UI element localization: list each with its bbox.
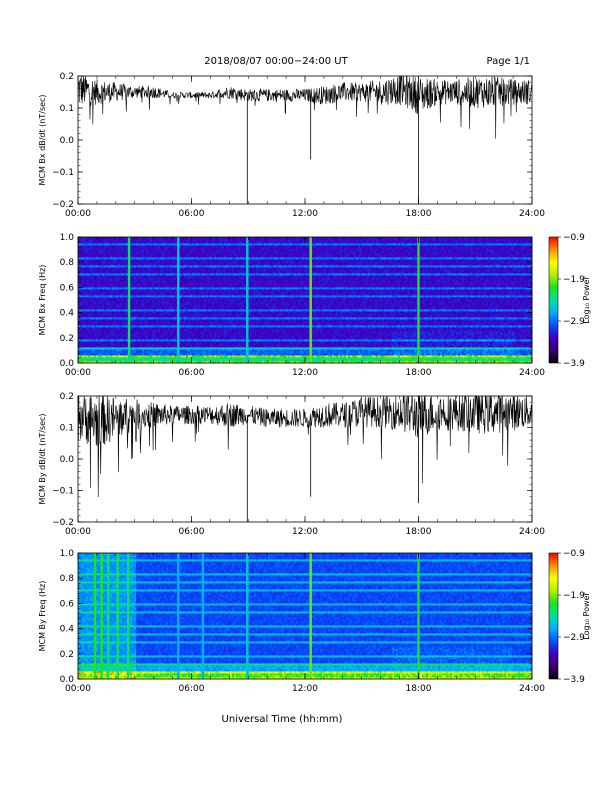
figure: 2018/08/07 00:00−24:00 UT Page 1/1 0.2 0.…	[0, 0, 612, 792]
x-tick-label: 06:00	[179, 209, 205, 219]
x-tick-label: 24:00	[519, 209, 545, 219]
x-tick-label: 18:00	[406, 209, 432, 219]
page-title: 2018/08/07 00:00−24:00 UT	[204, 56, 348, 67]
x-tick-label: 00:00	[65, 209, 91, 219]
y-axis-label: MCM Bx dB/dt (nT/sec)	[38, 94, 47, 185]
bx-dbdt-panel: 0.20.10.0−0.1−0.200:00 06:00 12:00 18:00 24:…	[38, 72, 545, 219]
x-tick-label: 12:00	[292, 209, 318, 219]
y-tick-label: 0.2	[60, 72, 74, 82]
y-tick-label: 0.0	[60, 136, 75, 146]
y-tick-label: −0.1	[52, 168, 74, 178]
y-tick-label: 0.1	[60, 104, 74, 114]
page-number: Page 1/1	[487, 56, 530, 67]
dbdt-trace	[78, 76, 532, 139]
